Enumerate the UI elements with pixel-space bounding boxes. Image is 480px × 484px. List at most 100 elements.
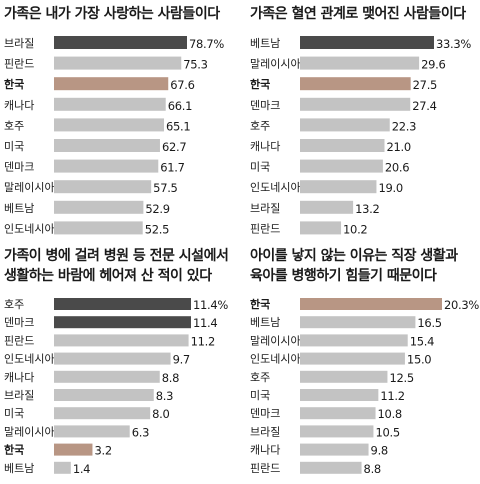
value-label: 21.0: [387, 140, 411, 154]
bar: [300, 159, 383, 173]
bar-chart: 호주 11.4% 덴마크 11.4 핀란드 11.2 인도네시아 9.7 캐나다 8.8 브라질 8.…: [4, 298, 229, 476]
bar: [300, 298, 442, 310]
panel-blood: 가족은 혈연 관계로 맺어진 사람들이다 베트남 33.3% 말레이시아 29.6 한국…: [250, 4, 478, 240]
bar: [54, 334, 189, 347]
bar: [300, 77, 411, 91]
category-label: 한국: [250, 77, 270, 91]
value-label: 11.2: [191, 334, 215, 348]
category-label: 말레이시아: [250, 58, 301, 71]
value-label: 52.5: [145, 222, 169, 236]
bar: [54, 352, 171, 365]
panel-title-line2: 생활하는 바람에 헤어져 산 적이 있다: [4, 268, 212, 284]
category-label: 인도네시아: [250, 353, 301, 366]
category-label: 말레이시아: [4, 425, 55, 438]
category-label: 브라질: [4, 37, 34, 50]
bar: [300, 461, 362, 474]
category-label: 캐나다: [4, 371, 34, 384]
bar: [54, 56, 182, 70]
value-label: 65.1: [166, 119, 190, 133]
value-label: 8.8: [364, 462, 381, 476]
category-label: 호주: [4, 119, 24, 132]
value-label: 1.4: [73, 462, 90, 476]
bar: [300, 443, 369, 456]
value-label: 9.8: [371, 444, 388, 458]
value-label: 66.1: [168, 99, 192, 113]
value-label: 13.2: [355, 202, 379, 216]
value-label: 52.9: [145, 202, 169, 216]
bar: [300, 180, 377, 194]
value-label: 3.2: [94, 444, 111, 458]
value-label: 11.4: [193, 316, 217, 330]
category-label: 브라질: [250, 202, 280, 215]
category-label: 인도네시아: [4, 222, 55, 235]
value-label: 6.3: [132, 425, 149, 439]
category-label: 핀란드: [4, 334, 34, 347]
category-label: 덴마크: [250, 99, 280, 112]
category-label: 핀란드: [250, 222, 280, 235]
value-label: 15.4: [410, 334, 434, 348]
category-label: 핀란드: [4, 58, 34, 71]
panel-love: 가족은 내가 가장 사랑하는 사람들이다 브라질 78.7% 핀란드 75.3 한국 67…: [4, 4, 240, 240]
value-label: 19.0: [378, 181, 402, 195]
category-label: 덴마크: [250, 407, 280, 420]
bar: [300, 425, 374, 438]
value-label: 8.3: [156, 389, 173, 403]
bar: [54, 443, 93, 456]
bar: [300, 352, 405, 365]
bar: [54, 97, 166, 111]
category-label: 베트남: [4, 462, 34, 475]
category-label: 인도네시아: [250, 181, 301, 194]
category-label: 말레이시아: [250, 334, 301, 347]
bar: [54, 118, 165, 132]
bar: [300, 139, 385, 152]
category-label: 인도네시아: [4, 353, 55, 366]
bar: [300, 118, 390, 132]
value-label: 12.5: [389, 371, 413, 385]
bar: [54, 77, 169, 91]
value-label: 11.4%: [193, 298, 228, 312]
category-label: 베트남: [4, 202, 34, 215]
category-label: 한국: [4, 77, 24, 91]
category-label: 덴마크: [4, 161, 34, 174]
category-label: 베트남: [250, 316, 280, 329]
category-label: 미국: [250, 389, 270, 402]
bar: [54, 425, 130, 438]
bar: [300, 97, 411, 111]
bar: [300, 389, 379, 401]
value-label: 8.8: [162, 371, 179, 385]
bar: [54, 316, 191, 329]
category-label: 핀란드: [250, 462, 280, 475]
bar: [300, 36, 434, 49]
bar: [54, 370, 160, 383]
category-label: 한국: [250, 297, 270, 311]
panel-title: 가족은 혈연 관계로 맺어진 사람들이다: [250, 6, 466, 22]
value-label: 67.6: [170, 78, 194, 92]
category-label: 캐나다: [250, 444, 280, 457]
value-label: 78.7%: [189, 37, 224, 51]
bar: [300, 56, 420, 70]
bar: [300, 316, 416, 329]
value-label: 57.5: [153, 181, 177, 195]
value-label: 10.8: [378, 407, 402, 421]
category-label: 브라질: [4, 389, 34, 402]
value-label: 75.3: [183, 58, 207, 72]
bar: [54, 461, 71, 474]
bar: [54, 389, 154, 401]
category-label: 캐나다: [250, 140, 280, 153]
value-label: 20.6: [385, 161, 409, 175]
bar: [300, 221, 342, 235]
value-label: 29.6: [421, 58, 445, 72]
value-label: 27.4: [412, 99, 436, 113]
bar: [300, 370, 388, 383]
bar-chart: 베트남 33.3% 말레이시아 29.6 한국 27.5 덴마크 27.4 호주 22.3 캐나다 2…: [250, 36, 472, 236]
bar: [54, 36, 187, 49]
bar: [300, 407, 376, 420]
category-label: 말레이시아: [4, 181, 55, 194]
value-label: 62.7: [162, 140, 186, 154]
value-label: 20.3%: [444, 298, 479, 312]
bar: [54, 407, 151, 420]
bar: [54, 159, 159, 173]
category-label: 브라질: [250, 425, 280, 438]
value-label: 22.3: [392, 119, 416, 133]
